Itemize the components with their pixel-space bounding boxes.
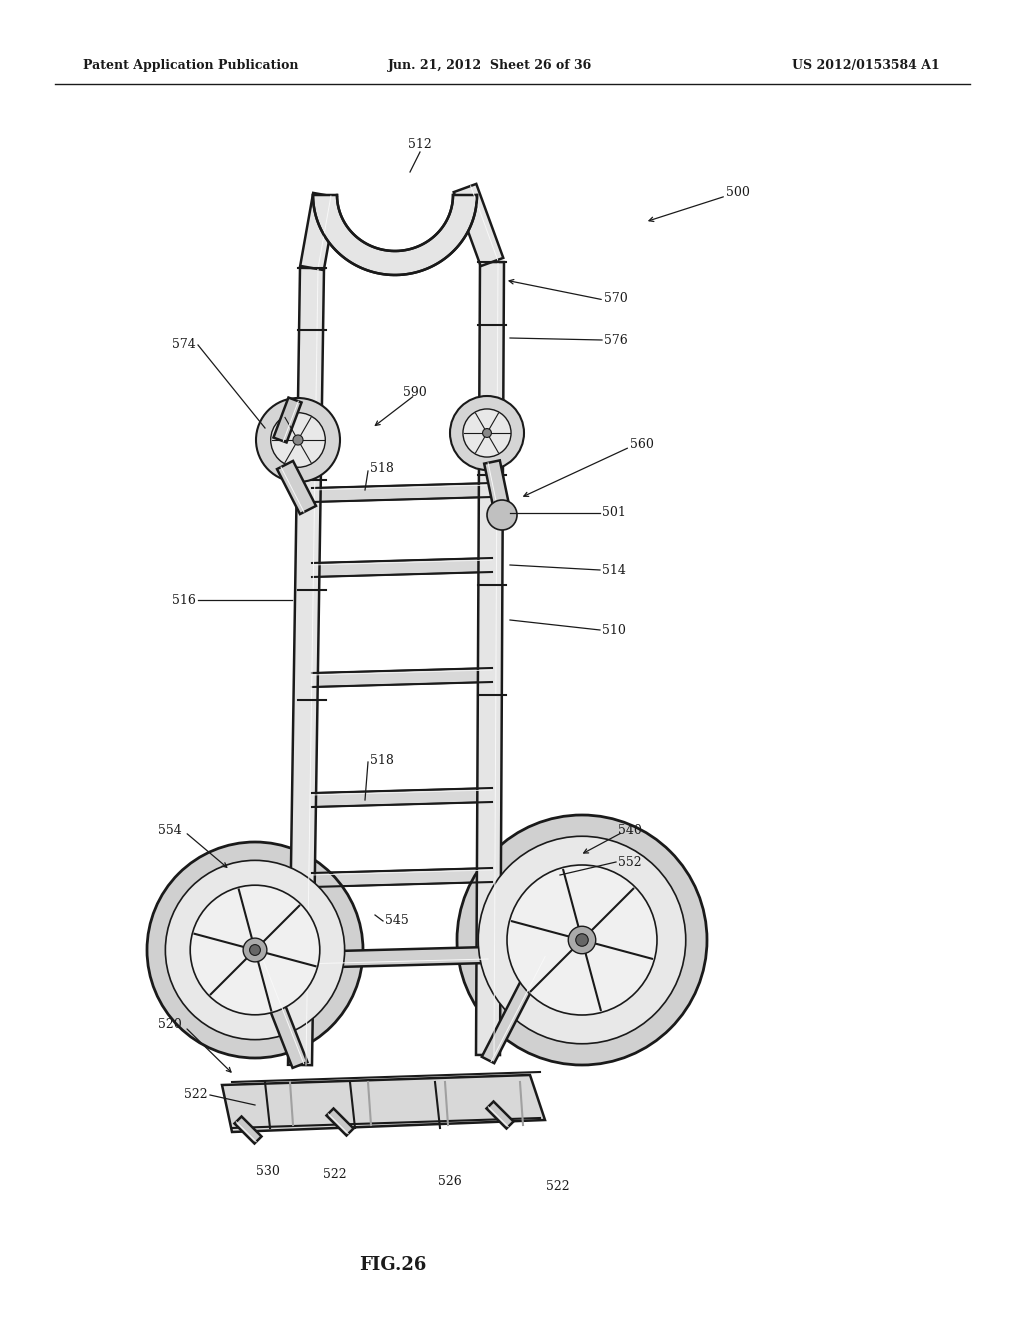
Circle shape [147, 842, 362, 1059]
Text: 522: 522 [546, 1180, 569, 1193]
Polygon shape [486, 1101, 513, 1129]
Polygon shape [312, 869, 492, 887]
Circle shape [507, 865, 657, 1015]
Circle shape [482, 429, 492, 437]
Circle shape [478, 837, 686, 1044]
Text: 576: 576 [604, 334, 628, 346]
Text: 590: 590 [403, 387, 427, 400]
Text: 522: 522 [324, 1168, 347, 1181]
Text: Jun. 21, 2012  Sheet 26 of 36: Jun. 21, 2012 Sheet 26 of 36 [388, 59, 592, 73]
Text: 520: 520 [159, 1019, 182, 1031]
Polygon shape [276, 461, 316, 513]
Polygon shape [484, 461, 510, 512]
Circle shape [250, 945, 260, 956]
Polygon shape [300, 946, 488, 968]
Polygon shape [476, 261, 504, 1055]
Circle shape [457, 814, 707, 1065]
Text: 545: 545 [385, 913, 409, 927]
Text: 540: 540 [618, 824, 642, 837]
Polygon shape [300, 193, 337, 271]
Text: US 2012/0153584 A1: US 2012/0153584 A1 [793, 59, 940, 73]
Text: Patent Application Publication: Patent Application Publication [83, 59, 299, 73]
Circle shape [165, 861, 345, 1040]
Text: 512: 512 [409, 139, 432, 152]
Polygon shape [312, 668, 492, 686]
Circle shape [450, 396, 524, 470]
Text: 510: 510 [602, 623, 626, 636]
Text: 516: 516 [172, 594, 196, 606]
Text: 552: 552 [618, 855, 642, 869]
Text: 574: 574 [172, 338, 196, 351]
Polygon shape [234, 1117, 261, 1143]
Text: 522: 522 [184, 1089, 208, 1101]
Polygon shape [481, 952, 548, 1063]
Circle shape [293, 436, 303, 445]
Circle shape [243, 939, 267, 962]
Polygon shape [312, 788, 492, 807]
Circle shape [190, 886, 319, 1015]
Text: 560: 560 [630, 438, 654, 451]
Text: 518: 518 [370, 462, 394, 474]
Text: 526: 526 [438, 1175, 462, 1188]
Circle shape [463, 409, 511, 457]
Circle shape [270, 413, 326, 467]
Polygon shape [313, 195, 477, 275]
Text: FIG.26: FIG.26 [359, 1257, 427, 1274]
Circle shape [575, 933, 588, 946]
Text: 500: 500 [726, 186, 750, 199]
Polygon shape [327, 1109, 353, 1135]
Text: 514: 514 [602, 564, 626, 577]
Polygon shape [312, 558, 492, 577]
Text: 518: 518 [370, 754, 394, 767]
Polygon shape [273, 397, 301, 442]
Text: 530: 530 [256, 1166, 280, 1177]
Circle shape [568, 927, 596, 954]
Circle shape [487, 500, 517, 531]
Circle shape [256, 399, 340, 482]
Text: 570: 570 [604, 292, 628, 305]
Polygon shape [248, 946, 307, 1068]
Polygon shape [222, 1074, 545, 1133]
Polygon shape [312, 483, 492, 502]
Polygon shape [454, 183, 503, 267]
Text: 554: 554 [159, 824, 182, 837]
Text: 501: 501 [602, 507, 626, 520]
Polygon shape [288, 268, 324, 1065]
